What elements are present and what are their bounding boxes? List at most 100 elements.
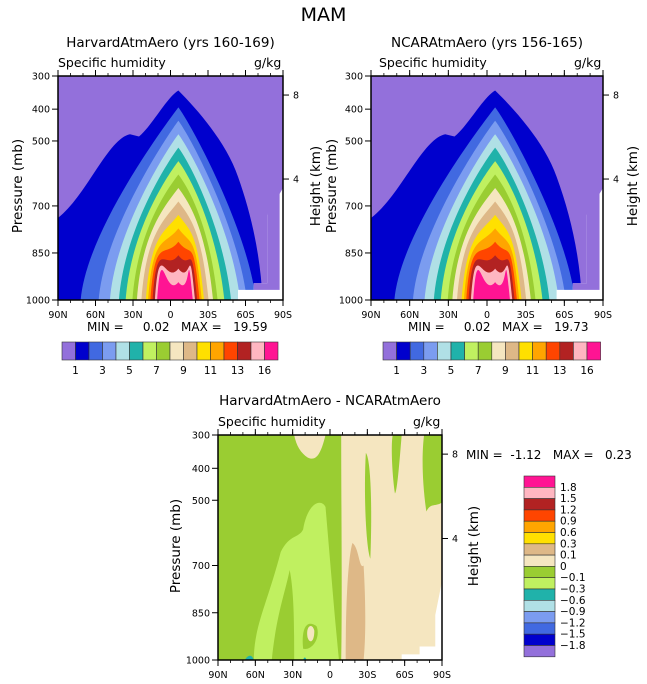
contour-band <box>253 502 339 660</box>
x-tick-label-harvard: 60S <box>236 310 254 321</box>
colorbar-label-ncar: 9 <box>502 365 509 377</box>
min-value: 0.02 <box>142 320 170 334</box>
x-tick-label-diff: 60S <box>396 670 414 681</box>
colorbar-swatch-ncar <box>518 341 533 361</box>
colorbar-label-diff: 0.6 <box>560 527 577 539</box>
y-right-tick-label-ncar: 8 <box>613 91 619 102</box>
x-tick-label-diff: 90N <box>208 670 227 681</box>
max-value: 19.59 <box>233 320 268 334</box>
colorbar-swatch-diff <box>523 532 556 545</box>
colorbar-label-harvard: 1 <box>72 365 79 377</box>
colorbar-label-ncar: 5 <box>448 365 455 377</box>
colorbar-label-diff: 0 <box>560 561 567 573</box>
colorbar-swatch-diff <box>523 577 556 590</box>
y-tick-label-diff: 700 <box>192 561 210 572</box>
colorbar-label-diff: −0.1 <box>560 572 586 584</box>
y-tick-label-ncar: 700 <box>345 201 363 212</box>
variable-label-ncar: Specific humidity <box>379 55 487 70</box>
colorbar-label-harvard: 16 <box>258 365 272 377</box>
colorbar-label-diff: 1.8 <box>560 482 577 494</box>
variable-label-harvard: Specific humidity <box>58 55 166 70</box>
colorbar-label-diff: −1.2 <box>560 617 586 629</box>
y-tick-label-ncar: 500 <box>345 136 363 147</box>
contour-band <box>401 581 442 660</box>
colorbar-swatch-harvard <box>61 341 76 361</box>
colorbar-swatch-harvard <box>129 341 144 361</box>
contour-band <box>422 435 442 512</box>
colorbar-swatch-ncar <box>382 341 397 361</box>
colorbar-swatch-harvard <box>169 341 184 361</box>
x-tick-label-harvard: 90S <box>274 310 292 321</box>
colorbar-swatch-harvard <box>75 341 90 361</box>
min-max-ncar: MIN = 0.02 MAX = 19.73 <box>408 320 588 334</box>
x-tick-label-harvard: 90N <box>48 310 67 321</box>
colorbar-swatch-harvard <box>196 341 211 361</box>
colorbar-swatch-ncar <box>586 341 601 361</box>
y-tick-label-ncar: 850 <box>345 248 363 259</box>
colorbar-swatch-ncar <box>505 341 520 361</box>
ylabel-diff: Pressure (mb) <box>168 498 184 594</box>
x-tick-label-ncar: 90N <box>361 310 380 321</box>
contour-band <box>473 270 510 300</box>
contour-band <box>253 188 280 290</box>
min-label: MIN = <box>466 448 503 462</box>
colorbar-label-ncar: 7 <box>475 365 482 377</box>
colorbar-swatch-diff <box>523 475 556 488</box>
x-tick-label-ncar: 30S <box>517 310 535 321</box>
min-label: MIN = <box>408 320 445 334</box>
x-tick-label-ncar: 90S <box>594 310 612 321</box>
colorbar-label-harvard: 5 <box>126 365 133 377</box>
colorbar-label-harvard: 9 <box>180 365 187 377</box>
colorbar-label-diff: −1.8 <box>560 640 586 652</box>
colorbar-swatch-harvard <box>88 341 103 361</box>
y-tick-label-diff: 1000 <box>186 656 210 667</box>
y-right-tick-label-ncar: 4 <box>613 175 619 186</box>
colorbar-swatch-diff <box>523 498 556 511</box>
panel-title-ncar: NCARAtmAero (yrs 156-165) <box>391 35 583 51</box>
panel-title-harvard: HarvardAtmAero (yrs 160-169) <box>66 35 275 51</box>
ylabel-ncar: Pressure (mb) <box>324 138 340 234</box>
colorbar-swatch-ncar <box>450 341 465 361</box>
colorbar-label-ncar: 16 <box>580 365 594 377</box>
colorbar-label-harvard: 13 <box>231 365 244 377</box>
y-tick-label-harvard: 300 <box>32 72 50 83</box>
contour-band <box>294 435 326 459</box>
y-right-tick-label-harvard: 8 <box>293 91 299 102</box>
colorbar-label-ncar: 13 <box>553 365 566 377</box>
max-label: MAX = <box>181 320 222 334</box>
ylabel-right-harvard: Height (km) <box>308 145 324 227</box>
min-value: -1.12 <box>510 448 542 462</box>
variable-label-diff: Specific humidity <box>218 414 326 429</box>
units-label-diff: g/kg <box>413 414 441 429</box>
ylabel-right-diff: Height (km) <box>466 505 482 587</box>
colorbar-swatch-harvard <box>102 341 117 361</box>
colorbar-swatch-diff <box>523 554 556 567</box>
x-tick-label-diff: 0 <box>327 670 333 681</box>
colorbar-swatch-diff <box>523 599 556 612</box>
colorbar-label-harvard: 7 <box>153 365 160 377</box>
colorbar-swatch-harvard <box>237 341 252 361</box>
ylabel-right-ncar: Height (km) <box>625 145 641 227</box>
contour-band <box>391 435 402 494</box>
min-max-harvard: MIN = 0.02 MAX = 19.59 <box>87 320 267 334</box>
colorbar-label-diff: 0.1 <box>560 550 577 562</box>
contour-band <box>572 188 600 290</box>
x-tick-label-ncar: 0 <box>484 310 490 321</box>
colorbar-label-diff: 1.5 <box>560 493 577 505</box>
contour-band <box>364 453 372 559</box>
y-tick-label-harvard: 850 <box>32 248 50 259</box>
colorbar-label-ncar: 3 <box>420 365 427 377</box>
x-tick-label-diff: 90S <box>433 670 451 681</box>
colorbar-label-ncar: 1 <box>393 365 400 377</box>
y-right-tick-label-diff: 8 <box>452 450 458 461</box>
colorbar-swatch-harvard <box>156 341 171 361</box>
min-value: 0.02 <box>463 320 491 334</box>
y-tick-label-diff: 400 <box>192 464 210 475</box>
x-tick-label-harvard: 30S <box>199 310 217 321</box>
colorbar-swatch-harvard <box>142 341 157 361</box>
colorbar-label-diff: −0.3 <box>560 584 586 596</box>
colorbar-swatch-diff <box>523 566 556 579</box>
colorbar-swatch-harvard <box>115 341 130 361</box>
colorbar-swatch-ncar <box>396 341 411 361</box>
